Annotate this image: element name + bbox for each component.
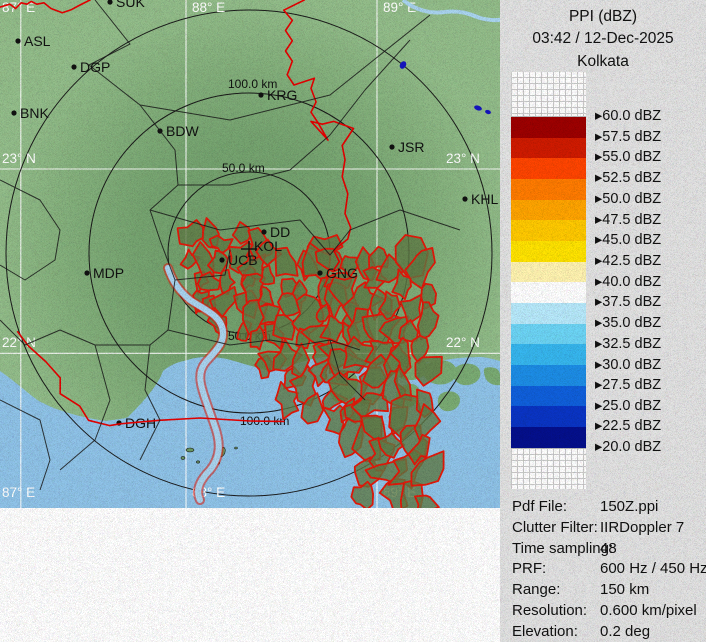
svg-text:GNG: GNG: [326, 265, 358, 281]
svg-text:BDW: BDW: [166, 123, 199, 139]
svg-text:50.0 km: 50.0 km: [222, 161, 265, 175]
svg-text:KHL: KHL: [471, 191, 498, 207]
svg-text:BNK: BNK: [20, 105, 49, 121]
svg-text:ASL: ASL: [24, 33, 51, 49]
svg-text:23° N: 23° N: [2, 151, 36, 166]
svg-text:MDP: MDP: [93, 265, 124, 281]
svg-text:JSR: JSR: [398, 139, 424, 155]
svg-text:87° E: 87° E: [2, 485, 35, 500]
svg-text:SUK: SUK: [116, 0, 145, 10]
svg-text:KRG: KRG: [267, 87, 297, 103]
svg-text:23° N: 23° N: [446, 151, 480, 166]
svg-text:88° E: 88° E: [192, 0, 225, 15]
svg-text:KOL: KOL: [254, 238, 282, 254]
svg-text:UCB: UCB: [228, 252, 258, 268]
svg-text:22° N: 22° N: [446, 335, 480, 350]
